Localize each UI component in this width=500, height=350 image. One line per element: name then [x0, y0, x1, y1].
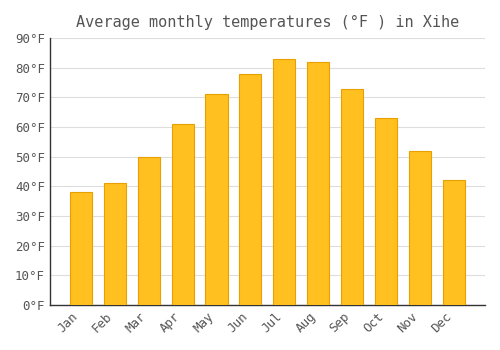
Bar: [70, 193, 92, 305]
Bar: [138, 157, 160, 305]
Bar: [274, 59, 295, 305]
Bar: [240, 74, 262, 305]
Bar: [375, 118, 398, 305]
Title: Average monthly temperatures (°F ) in Xihe: Average monthly temperatures (°F ) in Xi…: [76, 15, 459, 30]
Bar: [172, 124, 194, 305]
Bar: [104, 183, 126, 305]
Bar: [308, 62, 330, 305]
Bar: [443, 181, 465, 305]
Bar: [342, 89, 363, 305]
Bar: [409, 151, 432, 305]
Bar: [206, 94, 228, 305]
